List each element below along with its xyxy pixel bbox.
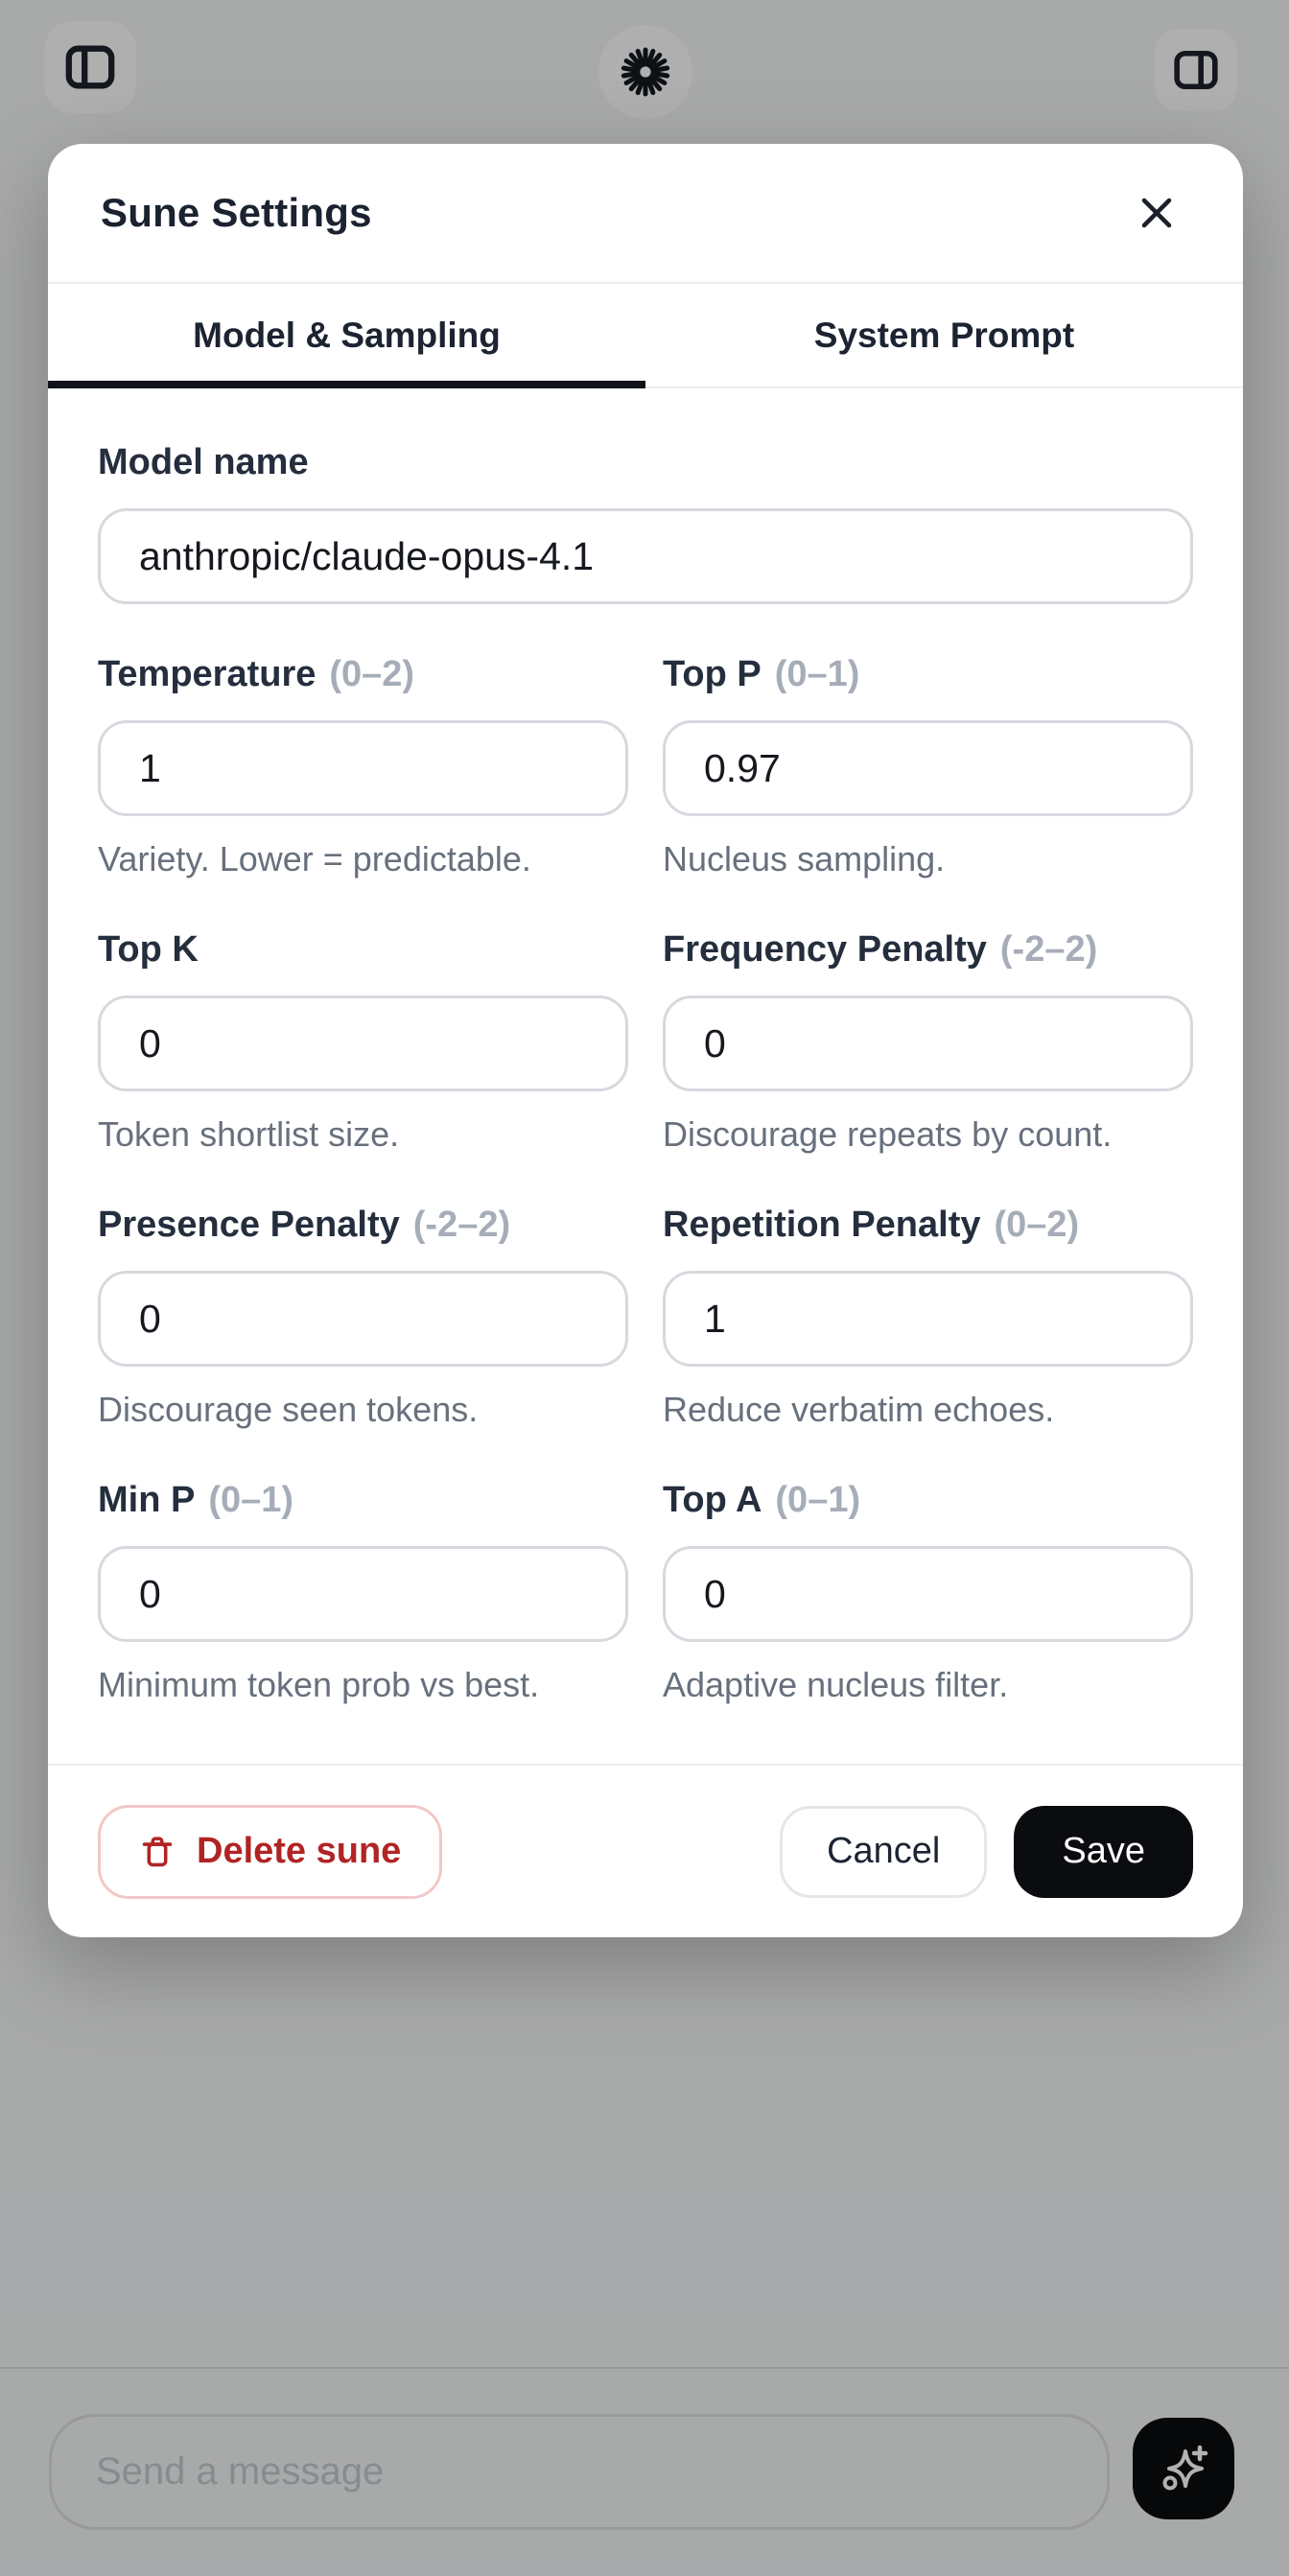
- top-a-helper: Adaptive nucleus filter.: [663, 1665, 1009, 1704]
- starburst-icon: [621, 47, 670, 97]
- model-name-field: Model name: [98, 442, 1193, 604]
- top-k-helper: Token shortlist size.: [98, 1114, 400, 1154]
- tab-system-prompt[interactable]: System Prompt: [645, 284, 1243, 386]
- temperature-label: Temperature: [98, 654, 316, 694]
- row-temperature-topp: Temperature (0–2) Variety. Lower = predi…: [98, 654, 1193, 879]
- top-a-field: Top A (0–1) Adaptive nucleus filter.: [663, 1480, 1193, 1705]
- sidebar-right-icon: [1174, 50, 1218, 90]
- composer-divider: [0, 2367, 1289, 2369]
- repetition-penalty-field: Repetition Penalty (0–2) Reduce verbatim…: [663, 1205, 1193, 1430]
- frequency-penalty-label: Frequency Penalty: [663, 929, 987, 970]
- repetition-penalty-helper: Reduce verbatim echoes.: [663, 1390, 1055, 1429]
- top-k-input[interactable]: [98, 995, 628, 1091]
- top-p-range: (0–1): [774, 654, 860, 694]
- temperature-field: Temperature (0–2) Variety. Lower = predi…: [98, 654, 628, 879]
- row-topk-frequency: Top K Token shortlist size. Frequency Pe…: [98, 929, 1193, 1155]
- min-p-label: Min P: [98, 1480, 196, 1520]
- tab-model-sampling[interactable]: Model & Sampling: [48, 284, 645, 388]
- modal-tabs: Model & Sampling System Prompt: [48, 282, 1243, 388]
- min-p-field: Min P (0–1) Minimum token prob vs best.: [98, 1480, 628, 1705]
- top-k-label: Top K: [98, 929, 199, 970]
- cancel-button[interactable]: Cancel: [780, 1805, 988, 1898]
- frequency-penalty-field: Frequency Penalty (-2–2) Discourage repe…: [663, 929, 1193, 1155]
- temperature-range: (0–2): [329, 654, 415, 694]
- sidebar-left-icon: [65, 45, 115, 89]
- row-minp-topa: Min P (0–1) Minimum token prob vs best. …: [98, 1480, 1193, 1705]
- frequency-penalty-range: (-2–2): [999, 929, 1098, 970]
- top-a-label: Top A: [663, 1480, 762, 1520]
- presence-penalty-field: Presence Penalty (-2–2) Discourage seen …: [98, 1205, 628, 1430]
- frequency-penalty-helper: Discourage repeats by count.: [663, 1114, 1113, 1154]
- repetition-penalty-input[interactable]: [663, 1271, 1193, 1367]
- top-a-range: (0–1): [775, 1480, 861, 1520]
- repetition-penalty-range: (0–2): [994, 1205, 1080, 1245]
- top-k-field: Top K Token shortlist size.: [98, 929, 628, 1155]
- row-presence-repetition: Presence Penalty (-2–2) Discourage seen …: [98, 1205, 1193, 1430]
- presence-penalty-input[interactable]: [98, 1271, 628, 1367]
- top-p-helper: Nucleus sampling.: [663, 839, 946, 878]
- min-p-helper: Minimum token prob vs best.: [98, 1665, 540, 1704]
- presence-penalty-label: Presence Penalty: [98, 1205, 400, 1245]
- min-p-input[interactable]: [98, 1546, 628, 1642]
- top-p-input[interactable]: [663, 720, 1193, 816]
- top-a-input[interactable]: [663, 1546, 1193, 1642]
- toggle-left-sidebar-button[interactable]: [44, 21, 136, 113]
- min-p-range: (0–1): [208, 1480, 294, 1520]
- presence-penalty-helper: Discourage seen tokens.: [98, 1390, 479, 1429]
- modal-footer: Delete sune Cancel Save: [48, 1764, 1243, 1937]
- message-input[interactable]: [49, 2414, 1110, 2530]
- trash-icon: [142, 1836, 173, 1866]
- model-name-label: Model name: [98, 442, 309, 482]
- frequency-penalty-input[interactable]: [663, 995, 1193, 1091]
- save-button[interactable]: Save: [1014, 1805, 1193, 1898]
- sune-settings-modal: Sune Settings Model & Sampling System Pr…: [48, 144, 1243, 1937]
- top-p-label: Top P: [663, 654, 762, 694]
- modal-content: Model name Temperature (0–2) Variety. Lo…: [48, 388, 1243, 1764]
- send-message-button[interactable]: [1133, 2418, 1234, 2519]
- temperature-helper: Variety. Lower = predictable.: [98, 839, 531, 878]
- temperature-input[interactable]: [98, 720, 628, 816]
- modal-title: Sune Settings: [101, 190, 372, 235]
- close-icon: [1141, 198, 1172, 228]
- model-name-input[interactable]: [98, 508, 1193, 604]
- top-p-field: Top P (0–1) Nucleus sampling.: [663, 654, 1193, 879]
- close-button[interactable]: [1130, 186, 1184, 240]
- modal-header: Sune Settings: [48, 144, 1243, 282]
- new-sune-button[interactable]: [598, 25, 692, 119]
- sparkle-icon: [1162, 2445, 1208, 2491]
- repetition-penalty-label: Repetition Penalty: [663, 1205, 981, 1245]
- presence-penalty-range: (-2–2): [412, 1205, 511, 1245]
- delete-sune-button[interactable]: Delete sune: [98, 1804, 443, 1899]
- toggle-right-sidebar-button[interactable]: [1155, 29, 1237, 111]
